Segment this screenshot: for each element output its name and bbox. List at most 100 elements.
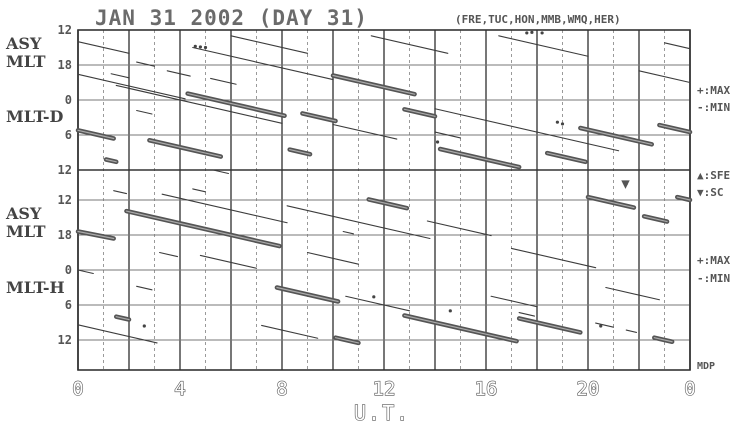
thin-trace xyxy=(210,77,237,85)
thin-trace xyxy=(110,73,130,79)
y-tick-label: 18 xyxy=(58,58,72,72)
panel1-legend-max: +:MAX xyxy=(697,84,730,97)
thick-trace-highlight xyxy=(125,210,281,247)
trace-dot xyxy=(624,182,628,186)
panel2-side-label: MLT-H xyxy=(6,278,65,297)
thick-trace-highlight xyxy=(403,108,436,117)
y-tick-label: 12 xyxy=(58,23,72,37)
thin-trace xyxy=(199,254,258,269)
trace-dot xyxy=(525,31,529,35)
y-tick-label: 0 xyxy=(65,93,72,107)
trace-dot xyxy=(193,44,197,48)
trace-dot xyxy=(142,324,146,328)
x-axis-label: U.T. xyxy=(354,401,410,425)
thin-trace xyxy=(510,247,597,269)
legend-sfe: ▲:SFE xyxy=(697,169,730,182)
panel2-legend-min: -:MIN xyxy=(697,272,730,285)
thick-trace-highlight xyxy=(187,92,286,117)
x-tick-label: 8 xyxy=(276,378,287,400)
thick-trace-highlight xyxy=(676,196,691,201)
thick-trace-highlight xyxy=(658,124,691,133)
panel2-label-asy: ASY xyxy=(5,204,42,223)
thin-trace xyxy=(113,190,127,195)
thin-trace xyxy=(638,70,691,84)
thin-trace xyxy=(166,70,191,77)
chart-title: JAN 31 2002 (DAY 31) xyxy=(95,6,368,30)
thin-trace xyxy=(115,84,283,124)
y-tick-label: 12 xyxy=(58,193,72,207)
thin-trace xyxy=(192,188,207,193)
trace-dot xyxy=(530,30,534,34)
trace-dot xyxy=(540,31,544,35)
x-tick-label: 20 xyxy=(577,378,600,400)
thick-trace-highlight xyxy=(403,314,518,342)
thin-trace xyxy=(518,312,536,317)
trace-dot xyxy=(435,140,440,144)
thick-trace-highlight xyxy=(579,127,653,145)
thin-trace xyxy=(306,251,360,265)
station-list: (FRE,TUC,HON,MMB,WMQ,HER) xyxy=(455,13,621,26)
thin-trace xyxy=(77,324,158,344)
panel1-label-mlt: MLT xyxy=(6,52,46,71)
thick-trace-highlight xyxy=(105,158,117,163)
trace-dot xyxy=(448,309,452,313)
trace-dot xyxy=(599,324,603,328)
thin-trace xyxy=(161,193,288,224)
thin-trace xyxy=(192,46,334,81)
thin-trace xyxy=(663,42,691,50)
thin-trace xyxy=(136,285,153,291)
thin-trace xyxy=(595,322,615,328)
y-tick-label: 12 xyxy=(58,163,72,177)
trace-dot xyxy=(203,45,208,50)
thick-trace-highlight xyxy=(148,139,222,158)
x-tick-label: 0 xyxy=(684,378,695,400)
thick-trace-highlight xyxy=(276,286,339,303)
thin-trace xyxy=(426,220,492,237)
thick-trace-highlight xyxy=(546,152,587,163)
y-tick-label: 0 xyxy=(65,263,72,277)
thin-trace xyxy=(345,295,411,312)
thin-trace xyxy=(77,269,94,275)
trace-dot xyxy=(555,120,560,124)
panel1-side-label: MLT-D xyxy=(6,107,64,126)
thin-trace xyxy=(286,205,431,240)
thin-trace xyxy=(136,61,156,67)
y-tick-label: 12 xyxy=(58,333,72,347)
thin-trace xyxy=(490,295,538,308)
y-tick-label: 6 xyxy=(65,298,72,312)
thick-trace-highlight xyxy=(77,129,115,140)
panel1-legend-min: -:MIN xyxy=(697,101,730,114)
panel2-label-mlt: MLT xyxy=(6,222,46,241)
y-tick-label: 6 xyxy=(65,128,72,142)
sc-marker: ▼ xyxy=(621,178,630,191)
thin-trace xyxy=(159,251,178,258)
mdp-label: MDP xyxy=(697,361,715,372)
thick-trace-highlight xyxy=(368,198,408,209)
thin-trace xyxy=(625,329,638,333)
thin-trace xyxy=(605,286,660,301)
thick-trace-highlight xyxy=(334,337,360,344)
thick-trace-highlight xyxy=(289,148,311,155)
panel1-label-asy: ASY xyxy=(5,34,42,53)
thick-trace-highlight xyxy=(653,337,673,343)
thin-trace xyxy=(212,169,229,175)
thin-trace xyxy=(230,35,309,54)
thick-trace-highlight xyxy=(301,112,337,122)
thin-trace xyxy=(370,35,449,54)
y-tick-labels: 12 18 0 6 12 12 18 0 6 12 xyxy=(58,23,72,347)
x-tick-label: 0 xyxy=(72,378,83,400)
thin-trace xyxy=(498,35,589,57)
thin-trace xyxy=(136,109,153,115)
thin-trace xyxy=(332,123,398,140)
trace-layer: ▼ xyxy=(75,30,693,346)
legend-sc: ▼:SC xyxy=(697,186,724,199)
thin-trace xyxy=(77,41,130,54)
thick-trace-highlight xyxy=(587,196,635,209)
thick-trace-highlight xyxy=(115,316,130,321)
trace-dot xyxy=(560,122,565,126)
thin-trace xyxy=(77,73,186,100)
thin-trace xyxy=(434,131,462,139)
x-tick-label: 16 xyxy=(475,378,498,400)
thin-trace xyxy=(342,230,354,235)
